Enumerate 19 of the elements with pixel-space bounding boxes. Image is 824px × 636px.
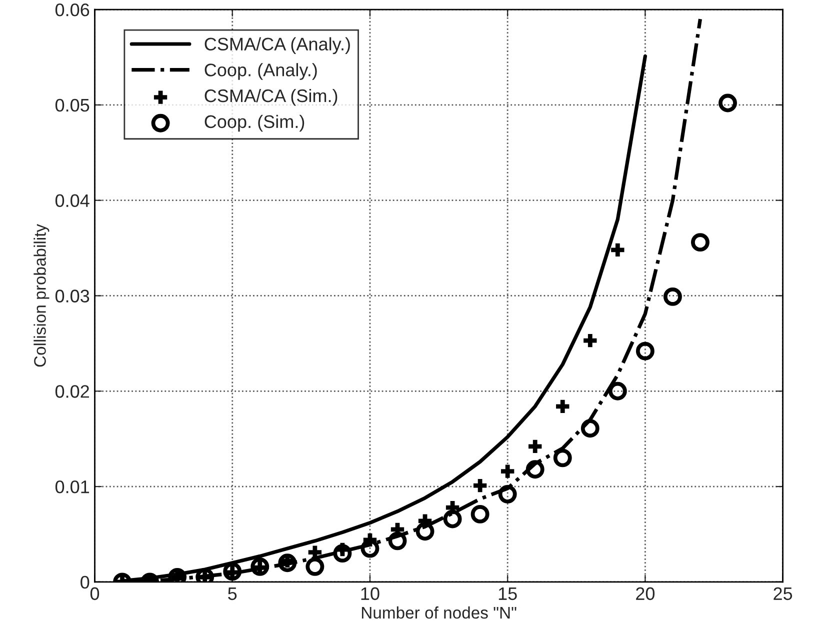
legend-label: CSMA/CA (Sim.) — [204, 88, 338, 106]
x-tick-label: 25 — [774, 587, 792, 600]
x-tick-label: 15 — [498, 587, 517, 600]
y-tick-label: 0.04 — [55, 194, 90, 208]
y-axis-title: Collision probability — [34, 224, 50, 367]
legend-label: CSMA/CA (Analy.) — [204, 37, 350, 54]
y-tick-label: 0.06 — [55, 3, 90, 16]
legend-label: Coop. (Sim.) — [204, 114, 304, 132]
y-tick-label: 0.03 — [55, 290, 90, 302]
x-tick-label: 0 — [90, 587, 100, 600]
y-tick-label: 0 — [80, 576, 90, 589]
x-axis-title: Number of nodes "N" — [362, 606, 516, 619]
y-tick-label: 0.02 — [55, 385, 89, 398]
x-tick-label: 10 — [361, 587, 380, 600]
x-tick-label: 5 — [228, 587, 237, 600]
y-tick-label: 0.01 — [55, 480, 90, 494]
legend-label: Coop. (Analy.) — [204, 63, 317, 80]
x-tick-label: 20 — [636, 587, 655, 600]
y-tick-label: 0.05 — [55, 98, 90, 112]
